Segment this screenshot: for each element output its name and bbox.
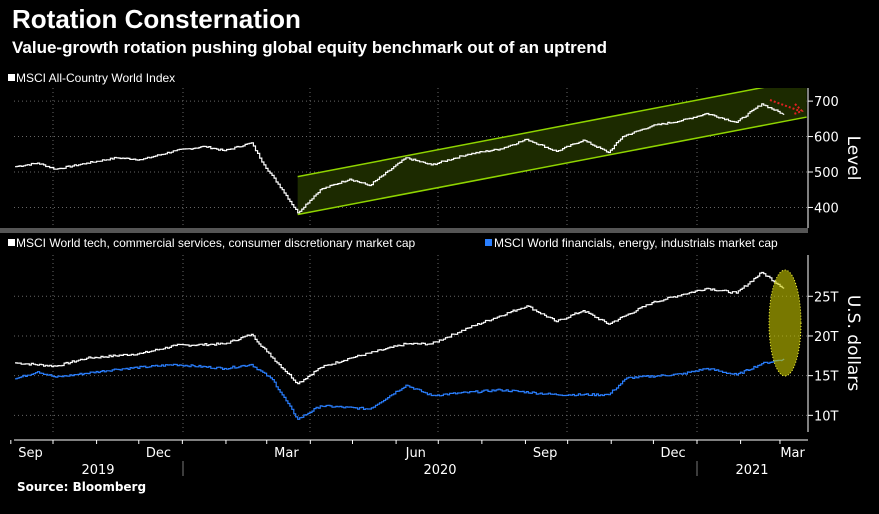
trend-channel-fill (297, 88, 807, 215)
x-year-label: 2019 (81, 463, 114, 478)
x-year-label: 2021 (735, 463, 768, 478)
chart-title: Rotation Consternation (12, 4, 301, 34)
source-note: Source: Bloomberg (17, 480, 147, 494)
downtrend-arrow (769, 99, 801, 112)
panel-divider (0, 228, 808, 233)
legend-label-acwi: MSCI All-Country World Index (16, 71, 175, 85)
arrowhead-icon (793, 103, 804, 115)
x-tick-label: Dec (661, 446, 686, 461)
legend-swatch-1 (485, 239, 492, 246)
y-tick-label: 600 (814, 131, 839, 146)
x-tick-label: Sep (18, 446, 43, 461)
y-tick-label: 20T (814, 330, 839, 345)
y-tick-label: 500 (814, 166, 839, 181)
y-tick-label: 400 (814, 201, 839, 216)
legend-label-growth: MSCI World tech, commercial services, co… (16, 236, 416, 250)
x-tick-label: Mar (274, 446, 299, 461)
series-line-0 (15, 271, 785, 385)
trend-channel-lower (297, 116, 807, 216)
x-tick-label: Dec (146, 446, 171, 461)
y-tick-label: 25T (814, 290, 839, 305)
legend-swatch-0 (8, 239, 15, 246)
x-tick-label: Sep (533, 446, 558, 461)
y-axis-label-level: Level (843, 136, 863, 181)
y-tick-label: 10T (814, 409, 839, 424)
x-tick-label: Mar (780, 446, 805, 461)
x-year-label: 2020 (423, 463, 456, 478)
y-axis-label-usd: U.S. dollars (843, 295, 863, 391)
trend-channel-upper (297, 88, 765, 178)
x-tick-label: Jun (405, 446, 426, 461)
y-tick-label: 700 (814, 95, 839, 110)
series-line-1 (15, 358, 785, 420)
highlight-ellipse (768, 269, 802, 377)
series-line-0 (15, 103, 785, 214)
y-tick-label: 15T (814, 370, 839, 385)
chart-subtitle: Value-growth rotation pushing global equ… (12, 38, 608, 57)
legend-swatch-0 (8, 74, 15, 81)
legend-label-value: MSCI World financials, energy, industria… (494, 236, 778, 250)
